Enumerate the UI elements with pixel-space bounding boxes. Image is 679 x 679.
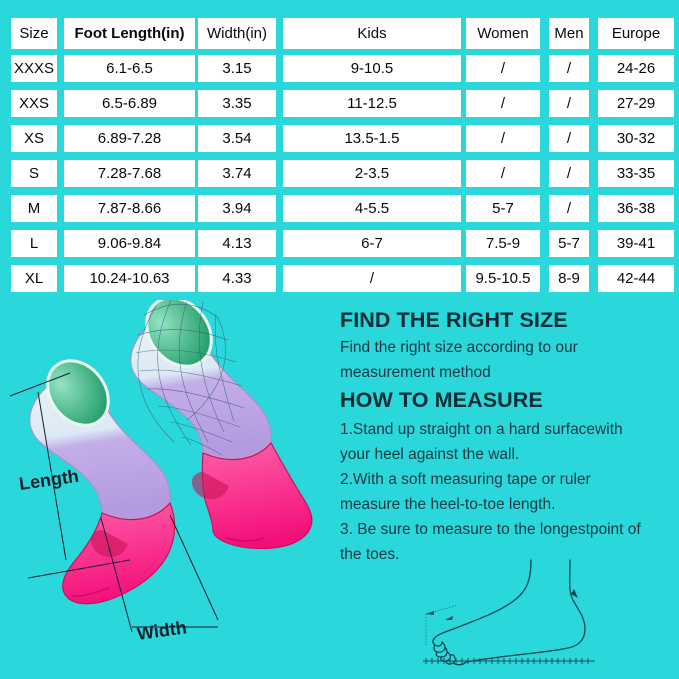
svg-text:Width: Width: [136, 617, 188, 644]
svg-text:Length: Length: [18, 466, 80, 494]
